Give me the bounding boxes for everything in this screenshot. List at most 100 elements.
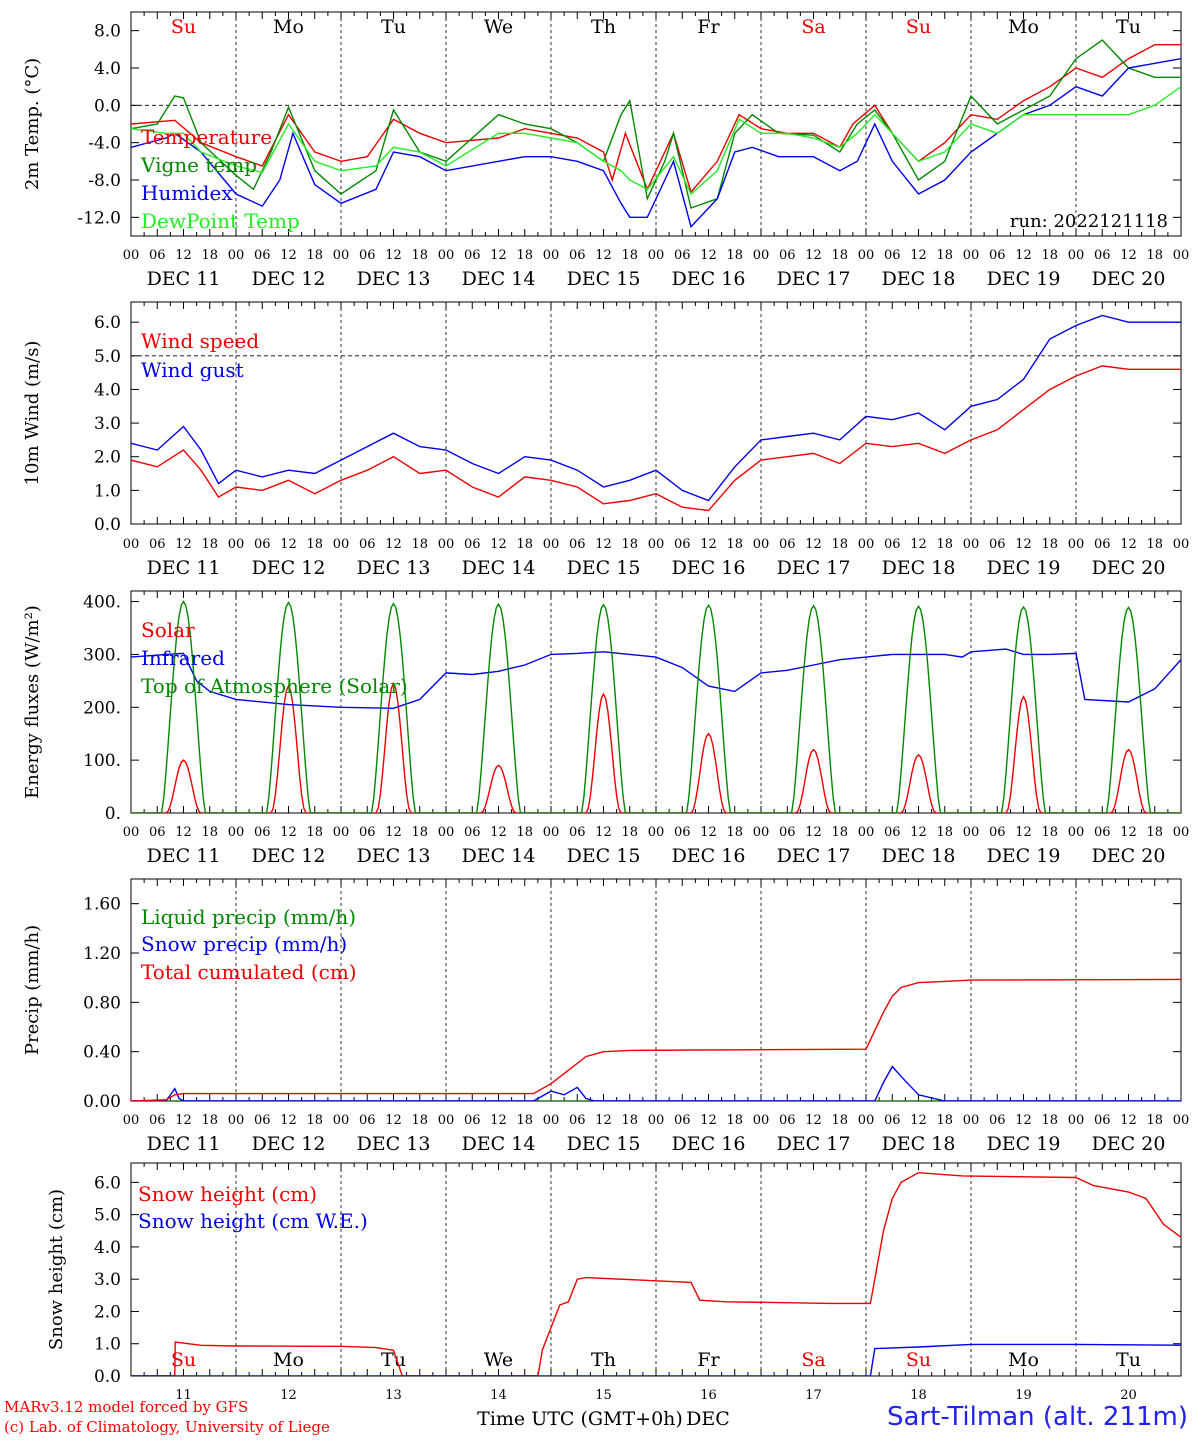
hour-label: 18 [411,537,428,552]
hour-label: 18 [831,537,848,552]
hour-label: 06 [884,537,901,552]
date-label: DEC 13 [357,845,431,867]
series-group [131,314,1181,512]
date-label: DEC 17 [777,1133,851,1155]
hour-label: 12 [910,537,927,552]
hour-label: 00 [858,537,875,552]
hour-label: 18 [726,1113,743,1128]
weekday-label: Su [171,1349,196,1371]
hour-label: 00 [963,537,980,552]
hour-label: 00 [1173,1113,1190,1128]
y-tick-label: 4.0 [94,1238,121,1258]
hour-label: 12 [595,1113,612,1128]
date-label: DEC 16 [672,845,746,867]
hour-label: 18 [936,825,953,840]
hour-label: 18 [411,1113,428,1128]
hour-label: 18 [201,1113,218,1128]
series-group [131,1171,1181,1376]
hour-label: 06 [464,537,481,552]
date-label: DEC 19 [987,1133,1061,1155]
date-label: DEC 15 [567,557,641,579]
hour-label: 06 [359,248,376,263]
date-label: DEC 18 [882,268,956,290]
weekday-label: We [484,1349,513,1371]
date-label: DEC 16 [672,268,746,290]
hour-label: 06 [884,1113,901,1128]
date-label: DEC 14 [462,845,536,867]
hour-label: 18 [936,537,953,552]
hour-label: 00 [963,1113,980,1128]
y-tick-label: 400. [83,593,121,613]
hour-label: 12 [700,537,717,552]
panel-1: 8.0 4.0 0.0 -4.0 -8.0 -12.0 2m Temp. (°C) 00 06 1… [22,11,1189,290]
hour-label: 00 [333,248,350,263]
series-line-vigne-temp [131,39,1181,209]
date-label: DEC 20 [1092,557,1166,579]
hour-label: 06 [464,1113,481,1128]
hour-label: 06 [569,537,586,552]
weekday-label: Tu [381,1349,406,1371]
hour-label: 00 [123,248,140,263]
date-label: DEC 17 [777,557,851,579]
hour-label: 06 [989,537,1006,552]
legend-entry: Snow height (cm) [138,1182,317,1206]
y-tick-label: 200. [83,698,121,718]
hour-label: 18 [306,248,323,263]
day-number: 19 [1015,1388,1032,1403]
series-line-temperature [131,43,1181,194]
date-label: DEC 17 [777,268,851,290]
hour-label: 00 [333,537,350,552]
date-label: DEC 11 [147,557,221,579]
hour-label: 18 [516,537,533,552]
hour-label: 12 [805,825,822,840]
weekday-label: Su [906,16,931,38]
y-tick-label: 1.0 [94,481,121,501]
date-label: DEC 12 [252,557,326,579]
hour-label: 06 [884,825,901,840]
y-tick-label: 0.0 [94,515,121,535]
y-tick-label: 300. [83,645,121,665]
weekday-label: Mo [273,1349,304,1371]
weekday-label: Mo [1008,16,1039,38]
hour-label: 18 [621,1113,638,1128]
y-tick-label: 1.20 [83,944,121,964]
hour-label: 00 [438,1113,455,1128]
y-tick-label: 0.0 [94,96,121,116]
hour-label: 06 [569,825,586,840]
hour-label: 00 [648,1113,665,1128]
hour-label: 12 [910,825,927,840]
y-axis-label: 10m Wind (m/s) [22,341,43,486]
hour-label: 12 [385,537,402,552]
hour-label: 06 [674,248,691,263]
series-line-wind-gust [131,314,1181,502]
hour-label: 00 [123,825,140,840]
day-number: 16 [700,1388,717,1403]
hour-label: 12 [1120,248,1137,263]
hour-label: 06 [1094,248,1111,263]
hour-label: 12 [280,1113,297,1128]
hour-label: 00 [753,248,770,263]
date-label: DEC 19 [987,557,1061,579]
model-credit: MARv3.12 model forced by GFS [4,1398,249,1416]
hour-label: 18 [726,537,743,552]
hour-label: 00 [858,1113,875,1128]
weekday-label: We [484,16,513,38]
weekday-label: Su [906,1349,931,1371]
series-group [131,978,1181,1101]
hour-label: 06 [464,825,481,840]
hour-label: 12 [280,537,297,552]
date-label: DEC 14 [462,268,536,290]
weekday-label: Su [171,16,196,38]
date-label: DEC 15 [567,845,641,867]
hour-label: 12 [490,537,507,552]
legend-entry: Top of Atmosphere (Solar) [141,674,408,698]
y-tick-label: -8.0 [88,171,121,191]
y-tick-label: 4.0 [94,59,121,79]
date-label: DEC 12 [252,845,326,867]
date-label: DEC 19 [987,845,1061,867]
hour-label: 06 [569,248,586,263]
hour-label: 06 [149,537,166,552]
date-label: DEC 16 [672,1133,746,1155]
hour-label: 12 [175,248,192,263]
date-label: DEC 13 [357,268,431,290]
